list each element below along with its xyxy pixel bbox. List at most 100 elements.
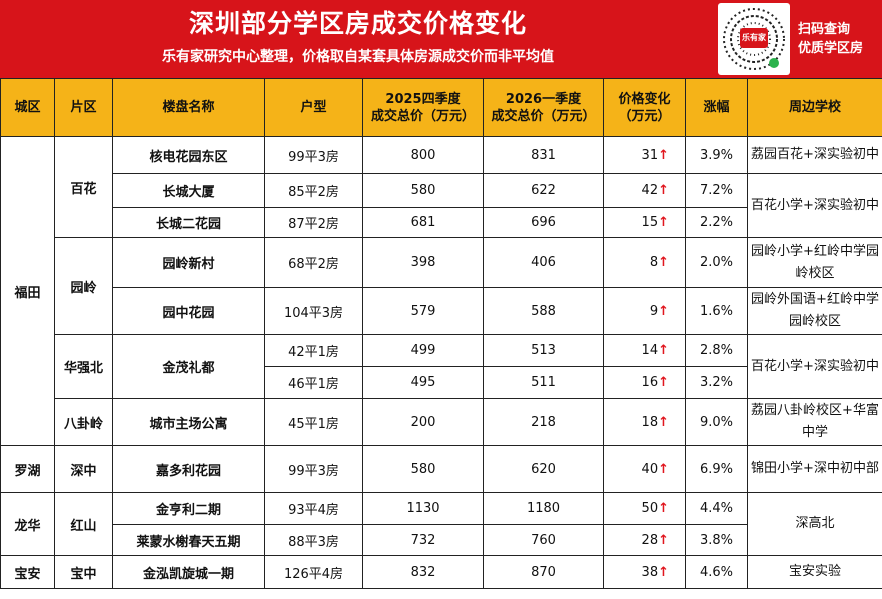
column-header: 价格变化 （万元）: [603, 78, 686, 137]
price-change-value: 40: [641, 461, 659, 477]
column-header: 涨幅: [685, 78, 748, 137]
table-body: 福田 百花 核电花园东区 99平3房 800 831 31↑ 3.9% 荔园百花+深实验初中 长城…: [0, 136, 882, 589]
increase-pct-cell: 9.0%: [685, 398, 748, 446]
area-cell: 八卦岭: [54, 398, 113, 446]
increase-pct-cell: 4.4%: [685, 492, 748, 525]
price-change-value: 31: [641, 147, 659, 163]
up-arrow-icon: ↑: [658, 375, 669, 390]
layout-cell: 42平1房: [264, 334, 363, 367]
increase-pct-cell: 3.9%: [685, 136, 748, 174]
price-change-value: 14: [641, 343, 659, 358]
table-row: 莱蒙水榭春天五期 88平3房 732 760 28↑ 3.8%: [1, 524, 882, 556]
price-change-value: 28: [641, 532, 659, 548]
up-arrow-icon: ↑: [658, 532, 669, 548]
price-2026-cell: 620: [483, 445, 604, 493]
nearby-school-cell: 荔园百花+深实验初中: [747, 136, 882, 174]
price-change-cell: 31↑: [603, 136, 686, 174]
price-change-value: 18: [641, 414, 659, 430]
increase-pct-cell: 4.6%: [685, 555, 748, 589]
table-row: 园中花园 104平3房 579 588 9↑ 1.6% 园岭外国语+红岭中学园岭校区: [1, 287, 882, 335]
up-arrow-icon: ↑: [658, 461, 669, 477]
table-row: 长城大厦 85平2房 580 622 42↑ 7.2% 百花小学+深实验初中: [1, 173, 882, 238]
layout-cell: 45平1房: [264, 398, 363, 446]
layout-cell: 93平4房: [264, 492, 363, 525]
page-subtitle: 乐有家研究中心整理，价格取自某套具体房源成交价而非平均值: [162, 49, 554, 65]
price-2025-cell: 398: [362, 237, 484, 288]
price-2025-cell: 579: [362, 287, 484, 335]
nearby-school-cell: 百花小学+深实验初中: [747, 334, 882, 399]
price-2026-cell: 218: [483, 398, 604, 446]
area-cell: 深中: [54, 445, 113, 493]
price-2026-cell: 870: [483, 555, 604, 589]
title-banner: 深圳部分学区房成交价格变化 乐有家研究中心整理，价格取自某套具体房源成交价而非平…: [0, 0, 882, 78]
increase-pct-cell: 3.2%: [685, 366, 748, 399]
price-change-cell: 16↑: [603, 366, 686, 399]
area-cell: 宝中: [54, 555, 113, 589]
column-header: 片区: [54, 78, 113, 137]
up-arrow-icon: ↑: [658, 303, 669, 319]
up-arrow-icon: ↑: [658, 414, 669, 430]
up-arrow-icon: ↑: [658, 215, 669, 230]
nearby-school-cell: 百花小学+深实验初中: [747, 173, 882, 238]
price-change-cell: 9↑: [603, 287, 686, 335]
layout-cell: 85平2房: [264, 173, 363, 208]
nearby-school-cell: 深高北: [747, 492, 882, 556]
column-header: 楼盘名称: [112, 78, 265, 137]
nearby-school-cell: 锦田小学+深中初中部: [747, 445, 882, 493]
increase-pct-cell: 2.8%: [685, 334, 748, 367]
price-change-cell: 8↑: [603, 237, 686, 288]
price-2025-cell: 580: [362, 445, 484, 493]
nearby-school-cell: 宝安实验: [747, 555, 882, 589]
price-table: 城区 片区 楼盘名称 户型 2025四季度 成交总价（万元） 2026一季度 成交总价（万元）…: [0, 78, 882, 589]
district-cell: 福田: [0, 136, 55, 446]
table-row: 园岭 园岭新村 68平2房 398 406 8↑ 2.0% 园岭小学+红岭中学园岭校区: [1, 237, 882, 335]
price-2025-cell: 499: [362, 334, 484, 367]
price-change-value: 9: [649, 303, 659, 319]
layout-cell: 99平3房: [264, 445, 363, 493]
up-arrow-icon: ↑: [658, 564, 669, 580]
property-cell: 金泓凯旋城一期: [112, 555, 265, 589]
layout-cell: 88平3房: [264, 524, 363, 556]
area-cell: 百花: [54, 136, 113, 238]
price-change-cell: 28↑: [603, 524, 686, 556]
area-cell: 园岭: [54, 237, 113, 335]
property-cell: 金茂礼都: [112, 334, 265, 399]
price-change-value: 38: [641, 564, 659, 580]
price-change-value: 42: [641, 183, 659, 198]
increase-pct-cell: 3.8%: [685, 524, 748, 556]
table-row: 福田 百花 核电花园东区 99平3房 800 831 31↑ 3.9% 荔园百花+深实验初中: [0, 136, 882, 446]
layout-cell: 99平3房: [264, 136, 363, 174]
property-cell: 金亨利二期: [112, 492, 265, 525]
nearby-school-cell: 园岭小学+红岭中学园岭校区: [747, 237, 882, 288]
increase-pct-cell: 6.9%: [685, 445, 748, 493]
property-cell: 长城大厦: [112, 173, 265, 208]
layout-cell: 87平2房: [264, 207, 363, 238]
increase-pct-cell: 2.2%: [685, 207, 748, 238]
property-cell: 园岭新村: [112, 237, 265, 288]
district-cell: 罗湖: [0, 445, 55, 493]
qr-caption: 扫码查询 优质学区房: [798, 20, 863, 58]
price-2026-cell: 406: [483, 237, 604, 288]
price-2026-cell: 831: [483, 136, 604, 174]
price-2026-cell: 513: [483, 334, 604, 367]
qr-pattern-icon: [723, 8, 785, 70]
price-change-cell: 38↑: [603, 555, 686, 589]
qr-code[interactable]: 乐有家: [718, 3, 790, 75]
price-2025-cell: 580: [362, 173, 484, 208]
price-change-value: 8: [649, 255, 659, 270]
table-row: 龙华 红山 金亨利二期 93平4房 1130 1180 50↑ 4.4% 深高北: [0, 492, 882, 556]
table-row: 华强北 金茂礼都 42平1房 499 513 14↑ 2.8% 百花小学+深实验初中: [1, 334, 882, 399]
price-2025-cell: 495: [362, 366, 484, 399]
property-cell: 莱蒙水榭春天五期: [112, 524, 265, 556]
price-2025-cell: 1130: [362, 492, 484, 525]
price-2025-cell: 800: [362, 136, 484, 174]
column-header: 户型: [264, 78, 363, 137]
price-2025-cell: 681: [362, 207, 484, 238]
price-2026-cell: 588: [483, 287, 604, 335]
price-change-cell: 50↑: [603, 492, 686, 525]
table-row: 八卦岭 城市主场公寓 45平1房 200 218 18↑ 9.0% 荔园八卦岭校区+华富中学: [1, 398, 882, 446]
price-change-cell: 42↑: [603, 173, 686, 208]
up-arrow-icon: ↑: [658, 501, 669, 516]
column-header: 2026一季度 成交总价（万元）: [483, 78, 604, 137]
price-change-cell: 15↑: [603, 207, 686, 238]
